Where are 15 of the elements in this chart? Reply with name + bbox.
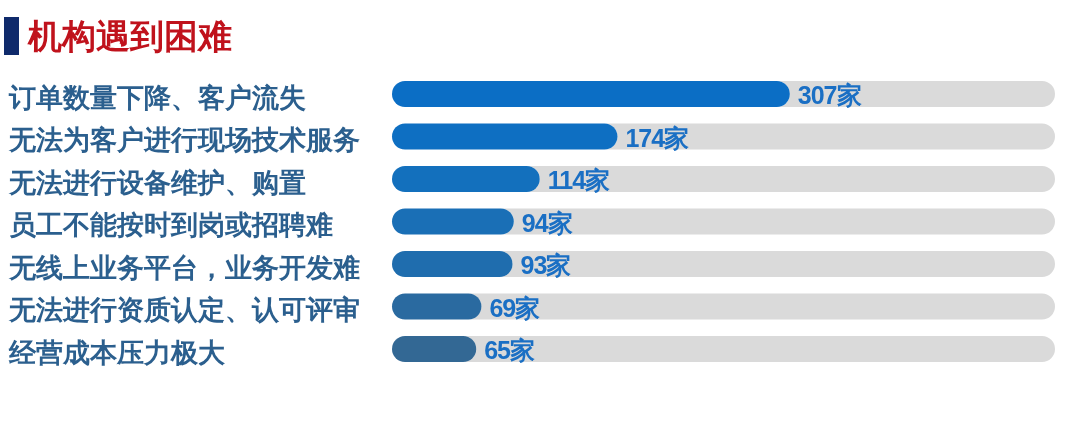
data-label: 65家 xyxy=(484,336,536,364)
y-tick-label: 订单数量下降、客户流失 xyxy=(8,81,306,113)
data-label: 114家 xyxy=(547,166,611,194)
data-label: 69家 xyxy=(489,293,541,322)
y-tick-label: 无法为客户进行现场技术服务 xyxy=(8,124,360,155)
y-tick-label: 经营成本压力极大 xyxy=(8,336,226,368)
data-label: 93家 xyxy=(520,251,572,279)
y-tick-label: 员工不能按时到岗或招聘难 xyxy=(9,209,333,240)
data-label: 307家 xyxy=(797,81,862,109)
y-tick-label: 无法进行设备维护、购置 xyxy=(8,166,306,198)
y-tick-label: 无法进行资质认定、认可评审 xyxy=(8,294,360,325)
y-tick-label: 无线上业务平台，业务开发难 xyxy=(8,251,360,283)
chart-title: 机构遇到困难 xyxy=(27,16,232,56)
data-label: 174家 xyxy=(625,123,690,152)
data-label: 94家 xyxy=(521,208,573,237)
